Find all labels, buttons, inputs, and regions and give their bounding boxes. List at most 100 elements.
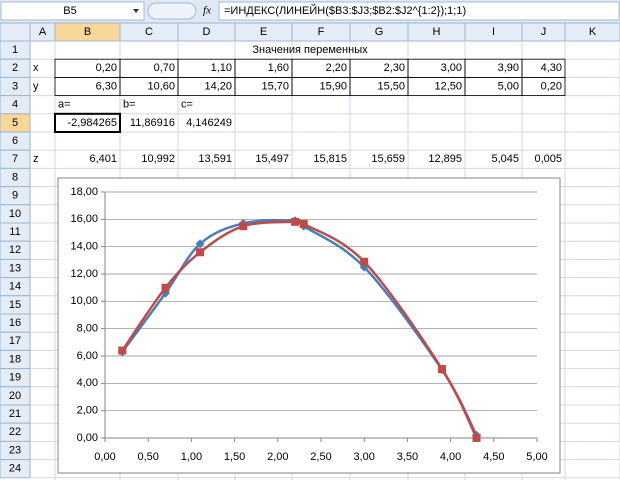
- marker: [239, 222, 248, 231]
- row-label: 13: [9, 262, 21, 274]
- cell-number: 5,00: [498, 80, 519, 92]
- marker: [360, 257, 369, 266]
- y-tick-label: 10,00: [70, 295, 98, 307]
- marker: [291, 217, 300, 226]
- cell-text: a=: [58, 99, 71, 111]
- y-tick-label: 12,00: [70, 268, 98, 280]
- cell-number: 13,591: [198, 153, 232, 165]
- cell-number: 12,50: [434, 80, 462, 92]
- row-label: 2: [12, 62, 18, 74]
- y-tick-label: 6,00: [77, 350, 98, 362]
- row-label: 20: [9, 390, 21, 402]
- row-label: 14: [9, 281, 21, 293]
- marker: [196, 248, 205, 257]
- column-label: D: [203, 26, 211, 38]
- cell-number: 0,70: [154, 62, 175, 74]
- cell-number: 6,401: [89, 153, 117, 165]
- row-label: 11: [9, 226, 20, 238]
- x-tick-label: 3,00: [353, 451, 374, 463]
- cell-number: 15,90: [319, 80, 347, 92]
- formula-input[interactable]: [218, 1, 620, 21]
- fx-button[interactable]: fx: [203, 5, 211, 17]
- row-label: 5: [12, 117, 18, 129]
- x-tick-label: 2,00: [267, 451, 288, 463]
- cell-text: c=: [181, 99, 193, 111]
- cell-number: 15,815: [313, 153, 347, 165]
- y-tick-label: 8,00: [77, 323, 98, 335]
- column-label: A: [39, 26, 47, 38]
- cell-number: 10,992: [141, 153, 175, 165]
- x-tick-label: 0,50: [137, 451, 158, 463]
- marker: [161, 283, 170, 292]
- cell-number: 6,30: [96, 80, 117, 92]
- row-header: [0, 459, 31, 479]
- column-label: I: [492, 26, 495, 38]
- name-box-text: B5: [63, 5, 76, 17]
- column-label: E: [260, 26, 267, 38]
- row-label: 6: [12, 135, 18, 147]
- y-tick-label: 18,00: [70, 186, 98, 198]
- row-label: 16: [9, 317, 21, 329]
- merged-title: Значения переменных: [252, 44, 368, 56]
- y-tick-label: 14,00: [70, 241, 98, 253]
- row-label: 15: [9, 299, 21, 311]
- cell-number: 12,895: [428, 153, 462, 165]
- column-label: C: [145, 26, 153, 38]
- column-header: [564, 22, 620, 42]
- cell-number: 4,146249: [186, 117, 232, 129]
- formula-buttons[interactable]: [147, 2, 197, 20]
- cell-text: y: [33, 80, 39, 92]
- cell-number: 2,20: [326, 62, 347, 74]
- cell-number: -2,984265: [67, 117, 117, 129]
- column-label: B: [84, 26, 91, 38]
- marker: [437, 365, 446, 374]
- x-tick-label: 0,00: [94, 451, 115, 463]
- row-label: 23: [9, 444, 21, 456]
- cell-number: 2,30: [384, 62, 405, 74]
- name-box-arrow[interactable]: [133, 9, 139, 13]
- row-label: 19: [9, 372, 21, 384]
- cell-number: 3,00: [441, 62, 462, 74]
- y-tick-label: 16,00: [70, 213, 98, 225]
- column-label: K: [589, 26, 597, 38]
- cell-number: 15,50: [377, 80, 405, 92]
- selected-cell: [54, 112, 121, 134]
- name-box[interactable]: [0, 1, 145, 21]
- marker: [472, 433, 481, 442]
- x-tick-label: 2,50: [310, 451, 331, 463]
- row-label: 21: [9, 408, 21, 420]
- column-label: H: [433, 26, 441, 38]
- row-label: 17: [9, 335, 21, 347]
- cell-text: b=: [123, 99, 136, 111]
- formula-text: =ИНДЕКС(ЛИНЕЙН($B3:$J3;$B2:$J2^{1:2});1;…: [224, 4, 466, 17]
- cell-number: 0,20: [96, 62, 117, 74]
- cell-number: 15,70: [261, 80, 289, 92]
- cell-number: 1,10: [211, 62, 232, 74]
- corner: [0, 22, 31, 42]
- cell-number: 14,20: [204, 80, 232, 92]
- cell-number: 15,659: [371, 153, 405, 165]
- x-tick-label: 5,00: [526, 451, 547, 463]
- cell-number: 0,005: [534, 153, 562, 165]
- cell-text: x: [33, 62, 39, 74]
- row-label: 12: [9, 244, 21, 256]
- row-label: 8: [12, 171, 18, 183]
- cell-number: 5,045: [491, 153, 519, 165]
- x-tick-label: 3,50: [397, 451, 418, 463]
- cell-number: 3,90: [498, 62, 519, 74]
- cell-number: 0,20: [541, 80, 562, 92]
- x-tick-label: 4,50: [483, 451, 504, 463]
- x-tick-label: 1,50: [224, 451, 245, 463]
- marker: [299, 219, 308, 228]
- cell-number: 4,30: [541, 62, 562, 74]
- cell-number: 1,60: [268, 62, 289, 74]
- cell-number: 11,86916: [130, 117, 175, 129]
- x-tick-label: 4,00: [440, 451, 461, 463]
- marker: [118, 346, 127, 355]
- y-tick-label: 0,00: [77, 432, 98, 444]
- y-tick-label: 2,00: [77, 405, 98, 417]
- cell-border: [521, 77, 566, 97]
- row-label: 9: [12, 190, 18, 202]
- row-label: 18: [9, 353, 21, 365]
